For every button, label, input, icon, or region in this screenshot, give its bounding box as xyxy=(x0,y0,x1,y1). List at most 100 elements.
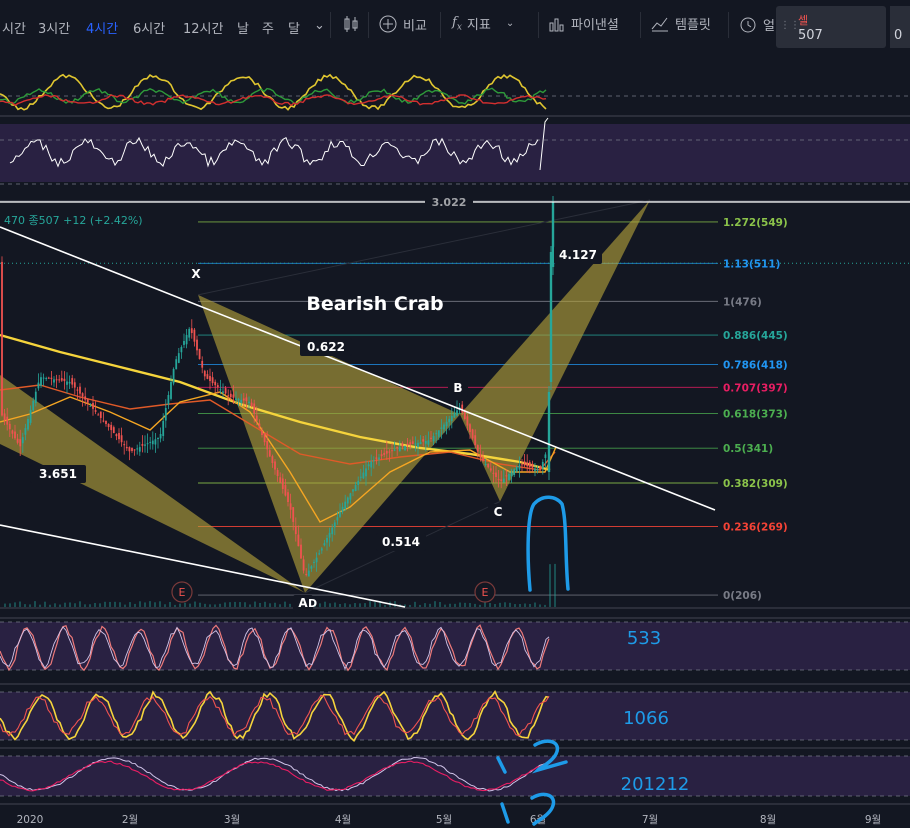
indicator-value-0: 533 xyxy=(627,628,661,649)
candle-203 xyxy=(528,460,531,474)
candle-189 xyxy=(492,465,495,483)
volume-bar xyxy=(29,604,31,607)
x-tick-1: 2월 xyxy=(122,814,138,826)
candle-27 xyxy=(71,374,74,389)
volume-bar xyxy=(164,604,166,607)
timeframe-2[interactable]: 4시간 xyxy=(86,22,119,37)
candle-164 xyxy=(427,431,430,448)
candle-207 xyxy=(539,465,542,472)
candle-193 xyxy=(502,468,505,483)
candle-129 xyxy=(336,511,339,525)
x-tick-7: 8월 xyxy=(760,814,776,826)
candle-162 xyxy=(422,435,425,447)
timeframe-3[interactable]: 6시간 xyxy=(133,22,166,37)
candle-19 xyxy=(50,370,53,386)
volume-bar xyxy=(169,601,171,607)
volume-bar xyxy=(384,604,386,607)
chart-canvas[interactable]: 1.272(549) 1.13(511) 1(476) 0.886(445) 0.786… xyxy=(0,52,910,828)
timeframe-more-icon[interactable]: ⌄ xyxy=(314,18,325,33)
pattern-ratio-2: 3.651 xyxy=(30,465,86,483)
candle-204 xyxy=(531,460,534,473)
volume-bar xyxy=(174,604,176,607)
candle-163 xyxy=(424,435,427,452)
xd-connector xyxy=(197,199,651,296)
candle-42 xyxy=(110,421,113,438)
financials-button[interactable]: 파이낸셜 xyxy=(548,14,619,33)
pattern-point-D: D xyxy=(308,597,317,610)
candle-172 xyxy=(448,415,451,431)
timeframe-0[interactable]: 시간 xyxy=(2,22,26,37)
indicators-button[interactable]: fx 지표 ⌄ xyxy=(452,14,514,33)
volume-bar xyxy=(129,602,131,607)
upper-trendline xyxy=(0,226,716,511)
volume-bar xyxy=(554,563,556,607)
toolbar-separator xyxy=(640,12,641,38)
toolbar-separator xyxy=(538,12,539,38)
volume-bar xyxy=(179,603,181,607)
volume-bar xyxy=(9,603,11,607)
templates-label: 템플릿 xyxy=(675,18,711,33)
candle-188 xyxy=(489,461,492,473)
timeframe-6[interactable]: 주 xyxy=(262,22,274,37)
volume-bar xyxy=(469,603,471,607)
alert-button[interactable]: 얼 xyxy=(738,14,775,34)
candle-72 xyxy=(188,327,191,342)
sell-button[interactable]: ⋮⋮ 셀 507 xyxy=(776,6,886,48)
candle-123 xyxy=(320,546,323,554)
fib-label-0: 1.272(549) xyxy=(723,217,788,229)
volume-bar xyxy=(544,604,546,607)
candle-180 xyxy=(469,423,471,439)
candle-26 xyxy=(68,375,71,390)
candle-40 xyxy=(105,420,107,427)
stoch-band-2 xyxy=(0,692,910,740)
buy-button[interactable]: 0 xyxy=(890,6,910,48)
svg-text:3.651: 3.651 xyxy=(39,467,77,481)
candle-67 xyxy=(175,356,178,370)
timeframe-4[interactable]: 12시간 xyxy=(183,22,224,37)
candle-156 xyxy=(406,437,409,452)
candle-196 xyxy=(510,468,513,483)
candle-153 xyxy=(398,440,401,452)
candle-85 xyxy=(222,383,224,398)
candle-110 xyxy=(287,489,289,507)
candle-108 xyxy=(281,473,284,494)
timeframe-1[interactable]: 3시간 xyxy=(38,22,71,37)
candle-124 xyxy=(323,539,326,547)
volume-bar xyxy=(229,602,231,607)
candle-10 xyxy=(27,416,29,432)
fib-label-4: 0.786(418) xyxy=(723,359,788,371)
candle-205 xyxy=(534,462,536,477)
event-marker-1[interactable]: E xyxy=(474,581,496,603)
event-marker-0[interactable]: E xyxy=(171,581,193,603)
candle-114 xyxy=(297,525,300,547)
candle-127 xyxy=(331,524,334,542)
x-tick-6: 7월 xyxy=(642,814,658,826)
candle-88 xyxy=(229,390,232,401)
compare-button[interactable]: 비교 xyxy=(378,14,427,34)
candle-23 xyxy=(60,370,63,382)
candle-113 xyxy=(294,517,297,542)
candle-165 xyxy=(430,431,432,442)
volume-bar xyxy=(134,603,136,607)
hand-drawn-arch xyxy=(526,495,570,592)
volume-bar xyxy=(254,601,256,607)
candle-166 xyxy=(432,432,435,446)
volume-bar xyxy=(44,601,46,607)
breakout-candle-1 xyxy=(549,246,553,390)
chart-style-button[interactable] xyxy=(342,14,360,34)
candle-9 xyxy=(24,423,27,441)
candle-2 xyxy=(6,407,9,431)
svg-text:4.127: 4.127 xyxy=(559,248,597,262)
candle-47 xyxy=(123,440,126,455)
ma-200-line xyxy=(0,333,551,472)
volume-bar xyxy=(214,604,216,607)
candle-87 xyxy=(227,389,230,406)
chevron-down-icon: ⌄ xyxy=(505,18,515,29)
volume-bar xyxy=(379,601,381,607)
candle-183 xyxy=(476,444,479,458)
templates-button[interactable]: 템플릿 xyxy=(650,14,711,33)
timeframe-7[interactable]: 달 xyxy=(288,22,300,37)
timeframe-5[interactable]: 날 xyxy=(237,22,249,37)
svg-text:0.622: 0.622 xyxy=(307,340,345,354)
candle-119 xyxy=(310,565,313,572)
